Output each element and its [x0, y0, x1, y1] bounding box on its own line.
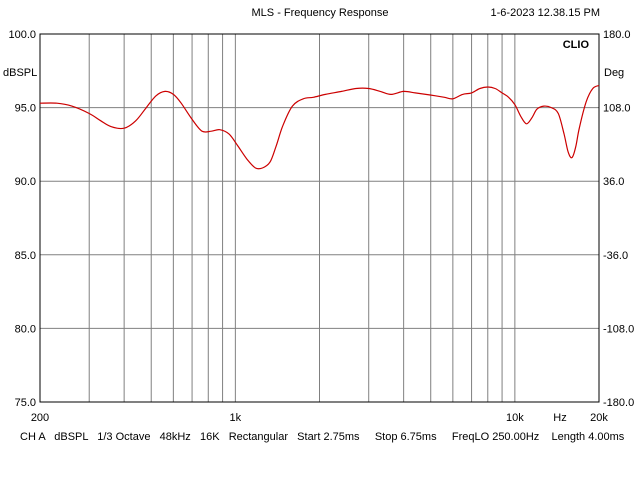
y2-tick-label: 108.0 — [603, 103, 631, 115]
x-tick-label: 200 — [31, 412, 49, 424]
response-curve — [39, 84, 600, 170]
x-tick-label: 20k — [590, 412, 608, 424]
y-tick-label: 90.0 — [15, 176, 36, 188]
y-tick-label: 85.0 — [15, 250, 36, 262]
timestamp: 1-6-2023 12.38.15 PM — [490, 7, 600, 19]
y-tick-label: 75.0 — [15, 397, 36, 409]
y-tick-label: 100.0 — [8, 29, 36, 41]
x-axis-label: Hz — [553, 412, 566, 424]
y2-tick-label: -108.0 — [603, 323, 634, 335]
y-axis-label: dBSPL — [3, 67, 37, 79]
y2-tick-label: -180.0 — [603, 397, 634, 409]
y-tick-label: 80.0 — [15, 323, 36, 335]
clio-brand-label: CLIO — [563, 39, 590, 51]
y2-tick-label: 180.0 — [603, 29, 631, 41]
x-tick-label: 1k — [230, 412, 242, 424]
y2-tick-label: -36.0 — [603, 250, 628, 262]
y2-axis-label: Deg — [604, 67, 624, 79]
y2-tick-label: 36.0 — [603, 176, 624, 188]
measurement-settings: CH A dBSPL 1/3 Octave 48kHz 16K Rectangu… — [20, 431, 625, 443]
chart-title: MLS - Frequency Response — [251, 7, 389, 19]
x-tick-label: 10k — [506, 412, 524, 424]
plot-frame — [39, 33, 600, 403]
y-tick-label: 95.0 — [15, 103, 36, 115]
